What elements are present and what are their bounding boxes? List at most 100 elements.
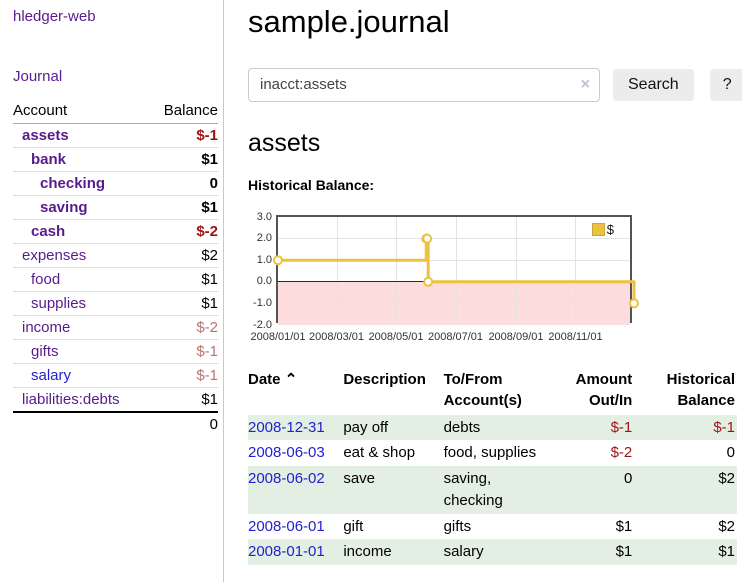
accounts-header-account: Account (13, 100, 149, 124)
transaction-accounts: food, supplies (443, 444, 537, 462)
chart-title: Historical Balance: (248, 176, 375, 193)
account-row-expenses: expenses $2 (13, 243, 218, 268)
register-header-accounts: To/From Account(s) (443, 370, 522, 409)
grid-line (278, 303, 630, 305)
data-point-marker (423, 276, 434, 287)
transaction-balance: $-1 (634, 414, 737, 441)
account-balance: $1 (148, 267, 218, 292)
x-tick-label: 2008/01/01 (250, 330, 306, 343)
x-tick-label: 2008/09/01 (488, 330, 544, 343)
account-balance: $1 (148, 147, 218, 172)
account-row-food: food $1 (13, 267, 218, 292)
account-balance: $1 (148, 387, 218, 413)
transaction-date-link[interactable]: 2008-01-01 (248, 543, 325, 561)
search-button[interactable]: Search (613, 68, 694, 101)
account-link-income[interactable]: income (22, 319, 71, 336)
transaction-accounts: salary (443, 539, 557, 566)
transaction-date-link[interactable]: 2008-06-02 (248, 470, 325, 488)
transaction-amount: $-2 (610, 444, 633, 462)
account-link-food[interactable]: food (31, 271, 61, 288)
account-balance: $2 (148, 243, 218, 268)
transaction-balance: $1 (634, 539, 737, 566)
accounts-header-balance: Balance (148, 100, 218, 124)
x-tick-label: 2008/11/01 (548, 330, 603, 343)
register-table: Date ⌃ Description To/From Account(s) Am… (248, 367, 737, 566)
account-link-gifts[interactable]: gifts (31, 343, 59, 360)
transaction-balance: $2 (634, 466, 737, 514)
account-row-salary: salary $-1 (13, 363, 218, 388)
account-row-gifts: gifts $-1 (13, 339, 218, 364)
account-balance: $1 (148, 195, 218, 220)
register-row: 2008-06-01 gift gifts $1 $2 (248, 514, 737, 540)
register-row: 2008-06-03 eat & shop food, supplies $-2… (248, 440, 737, 466)
grid-line (575, 216, 577, 321)
account-row-liabilities-debts: liabilities:debts $1 (13, 387, 218, 413)
account-link-bank[interactable]: bank (31, 151, 67, 168)
x-tick-label: 2008/03/01 (308, 330, 365, 343)
account-link-assets[interactable]: assets (22, 127, 69, 144)
account-row-checking: checking 0 (13, 171, 218, 196)
grid-line (515, 216, 517, 321)
transaction-description: income (343, 539, 444, 566)
transaction-date-link[interactable]: 2008-12-31 (248, 418, 325, 436)
account-row-saving: saving $1 (13, 195, 218, 220)
register-row: 2008-01-01 income salary $1 $1 (248, 539, 737, 566)
grid-line (278, 259, 630, 261)
x-tick-label: 2008/05/01 (368, 330, 424, 343)
legend-label: $ (606, 221, 614, 237)
chart-legend: $ (591, 221, 614, 237)
account-link-supplies[interactable]: supplies (31, 295, 87, 312)
app-title-link[interactable]: hledger-web (13, 8, 96, 25)
account-balance: $-1 (148, 339, 218, 364)
transaction-accounts: debts (443, 414, 557, 441)
data-point-marker (629, 298, 639, 309)
transaction-description: gift (343, 517, 364, 535)
grid-line (278, 238, 630, 240)
account-balance: $-2 (148, 219, 218, 244)
data-point-marker (273, 254, 283, 265)
y-tick-label: -1.0 (253, 297, 272, 310)
y-tick-label: 3.0 (256, 210, 272, 223)
account-row-assets: assets $-1 (13, 123, 218, 148)
chart: $ 3.0 2.0 1.0 0.0 -1.0 -2.0 2008/01/01 2008/03/… (248, 205, 648, 347)
grid-line (336, 216, 338, 321)
help-button[interactable]: ? (709, 68, 742, 101)
transaction-accounts: saving, checking (443, 466, 557, 514)
account-link-saving[interactable]: saving (40, 199, 88, 216)
account-balance: $-2 (148, 315, 218, 340)
transaction-accounts: gifts (443, 517, 472, 535)
account-link-expenses[interactable]: expenses (22, 247, 87, 264)
register-row: 2008-12-31 pay off debts $-1 $-1 (248, 414, 737, 441)
account-link-salary[interactable]: salary (31, 367, 72, 384)
accounts-total-value: 0 (148, 411, 218, 436)
account-link-liabilities-debts[interactable]: liabilities:debts (22, 391, 120, 408)
account-link-checking[interactable]: checking (40, 175, 106, 192)
grid-line (455, 216, 457, 321)
account-row-income: income $-2 (13, 315, 218, 340)
chart-plot-area[interactable]: $ (273, 214, 639, 325)
transaction-date-link[interactable]: 2008-06-01 (248, 517, 325, 535)
register-header-row: Date ⌃ Description To/From Account(s) Am… (248, 367, 737, 415)
accounts-table: Account Balance assets $-1 bank $1 check… (13, 100, 218, 436)
sidebar-item-journal[interactable]: Journal (13, 68, 63, 85)
legend-swatch-icon (591, 222, 605, 236)
transaction-amount: $1 (556, 539, 635, 566)
search-input[interactable] (248, 67, 600, 102)
transaction-amount: $-1 (556, 414, 635, 441)
accounts-total-row: 0 (13, 411, 218, 436)
register-header-date[interactable]: Date ⌃ (248, 370, 298, 388)
account-link-cash[interactable]: cash (31, 223, 66, 240)
transaction-description: pay off (343, 414, 444, 441)
account-row-bank: bank $1 (13, 147, 218, 172)
y-tick-label: 0.0 (256, 275, 272, 288)
register-row: 2008-06-02 save saving, checking 0 $2 (248, 466, 737, 514)
transaction-amount: $1 (615, 517, 633, 535)
transaction-date-link[interactable]: 2008-06-03 (248, 444, 325, 462)
data-point-marker (422, 233, 433, 244)
transaction-balance: $2 (718, 517, 735, 535)
balance-series (273, 233, 639, 309)
clear-search-icon[interactable]: × (580, 75, 590, 93)
page-title: sample.journal (248, 4, 450, 39)
main-content: sample.journal × Search ? assets Histori… (224, 0, 742, 582)
